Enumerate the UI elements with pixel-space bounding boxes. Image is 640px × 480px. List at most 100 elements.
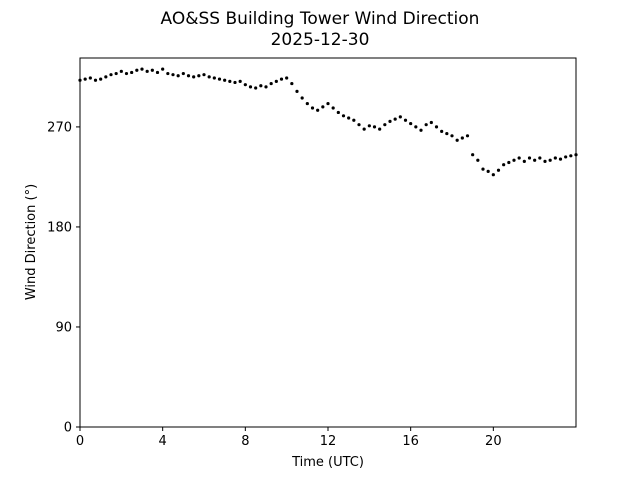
data-point — [243, 83, 247, 87]
data-point — [124, 71, 129, 76]
data-point — [140, 67, 144, 71]
data-point — [496, 168, 501, 172]
data-point — [197, 74, 201, 78]
y-tick-label: 180 — [47, 220, 72, 235]
data-point — [372, 125, 377, 129]
data-point — [471, 153, 475, 157]
data-point — [409, 121, 413, 126]
data-point — [119, 69, 123, 73]
data-point — [212, 76, 216, 80]
data-point — [502, 163, 506, 167]
data-point — [130, 70, 134, 75]
data-point — [378, 127, 382, 131]
data-point — [419, 128, 423, 132]
data-point — [181, 71, 185, 76]
data-point — [440, 129, 444, 133]
x-axis: 0 4 8 12 16 20 — [76, 427, 502, 449]
data-point — [83, 77, 87, 81]
data-point — [403, 118, 408, 122]
data-point — [274, 79, 278, 83]
data-point — [367, 124, 371, 128]
data-point — [279, 77, 284, 81]
data-point — [460, 136, 464, 140]
data-point — [238, 79, 242, 83]
data-point — [548, 158, 552, 162]
data-point — [207, 75, 211, 79]
data-points — [78, 67, 578, 177]
data-point — [533, 158, 537, 162]
data-point — [445, 131, 449, 136]
data-point — [352, 118, 356, 122]
data-point — [145, 69, 149, 73]
data-point — [341, 114, 346, 118]
x-tick-label: 0 — [76, 434, 84, 449]
x-tick-label: 16 — [402, 434, 419, 449]
data-point — [388, 119, 392, 123]
data-point — [527, 156, 532, 160]
x-tick-label: 20 — [485, 434, 502, 449]
data-point — [569, 154, 573, 158]
data-point — [186, 74, 191, 78]
data-point — [217, 77, 222, 81]
y-axis: 0 90 180 270 — [47, 120, 80, 436]
data-point — [455, 138, 459, 142]
data-point — [465, 134, 470, 138]
data-point — [223, 78, 227, 82]
data-point — [310, 106, 315, 110]
data-point — [362, 127, 366, 131]
data-point — [114, 71, 118, 76]
data-point — [171, 73, 175, 77]
data-point — [491, 173, 495, 177]
data-point — [429, 120, 433, 125]
data-point — [104, 75, 108, 79]
data-point — [316, 108, 320, 112]
data-point — [393, 117, 397, 121]
data-point — [88, 76, 92, 80]
plot-frame — [79, 57, 577, 428]
data-point — [202, 73, 206, 77]
data-point — [99, 77, 103, 81]
data-point — [543, 159, 547, 163]
data-point — [155, 70, 160, 75]
data-point — [481, 167, 485, 171]
data-point — [424, 123, 428, 127]
data-point — [558, 157, 563, 161]
data-point — [233, 80, 237, 85]
data-point — [357, 123, 361, 127]
data-point — [305, 101, 309, 106]
data-point — [434, 125, 439, 129]
data-point — [522, 159, 526, 163]
data-point — [269, 81, 273, 86]
x-tick-label: 12 — [320, 434, 337, 449]
y-tick-label: 90 — [55, 320, 72, 335]
data-point — [326, 101, 330, 106]
data-point — [512, 158, 516, 162]
data-point — [383, 123, 387, 127]
data-point — [166, 71, 170, 76]
y-tick-label: 0 — [64, 421, 72, 436]
data-point — [414, 125, 418, 129]
data-point — [264, 85, 268, 89]
data-point — [176, 74, 180, 78]
data-point — [254, 86, 258, 90]
data-point — [285, 76, 289, 80]
data-point — [161, 67, 165, 71]
data-point — [347, 116, 351, 120]
data-point — [517, 156, 521, 160]
data-point — [290, 81, 294, 86]
data-point — [295, 89, 299, 93]
chart-subtitle: 2025-12-30 — [271, 30, 370, 50]
data-point — [450, 134, 454, 138]
data-point — [538, 156, 542, 160]
data-point — [248, 85, 253, 89]
data-point — [228, 79, 232, 83]
data-point — [476, 158, 480, 162]
x-tick-label: 8 — [241, 434, 249, 449]
data-point — [507, 160, 511, 165]
data-point — [135, 68, 139, 72]
data-point — [259, 84, 263, 88]
data-point — [300, 96, 304, 100]
chart-title: AO&SS Building Tower Wind Direction — [161, 9, 480, 29]
data-point — [150, 68, 154, 72]
